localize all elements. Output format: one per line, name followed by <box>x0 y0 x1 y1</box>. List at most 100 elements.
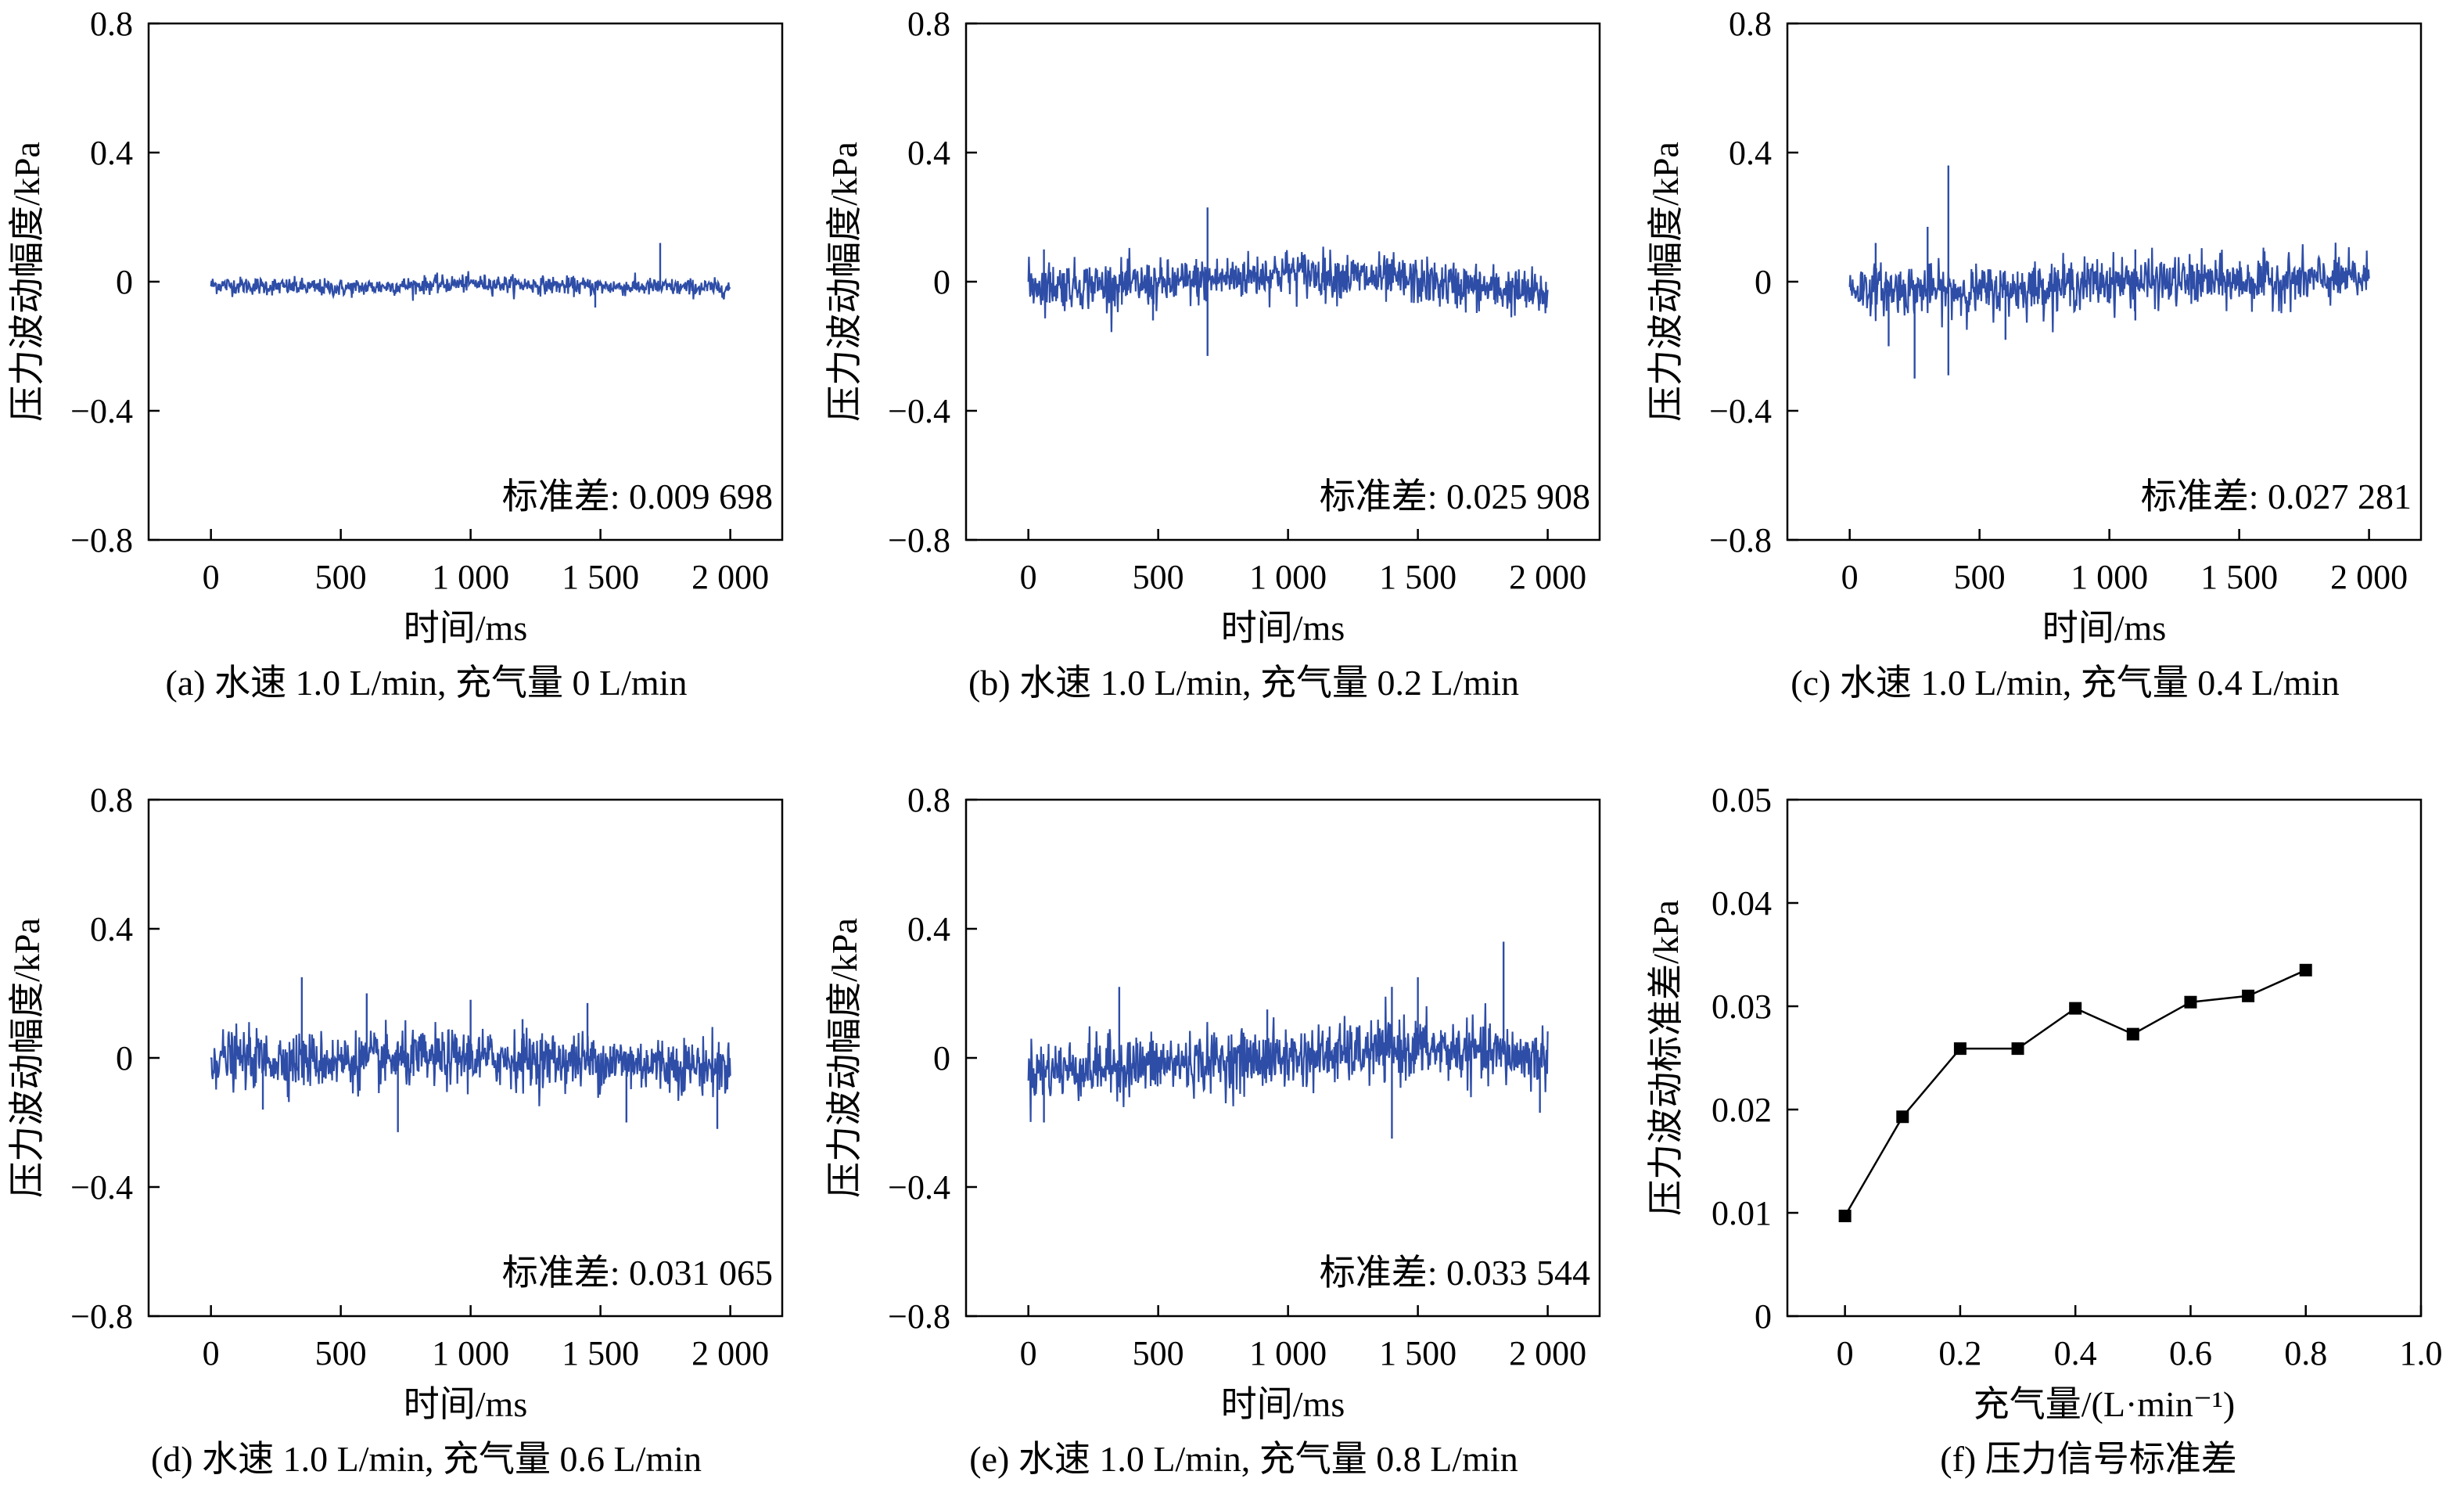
x-tick-label: 0 <box>1841 558 1859 596</box>
chart-panel-f: 0 0.01 0.02 0.03 0.04 0.05 0 0.2 0.4 0.6 0.8 1.0 充气量… <box>1646 781 2443 1479</box>
y-tick-label: −0.8 <box>1709 521 1772 559</box>
y-tick-label: 0.04 <box>1712 884 1772 923</box>
x-axis-label: 充气量/(L·min⁻¹) <box>1974 1384 2235 1424</box>
x-axis-label: 时间/ms <box>404 608 527 648</box>
x-tick-label: 1 000 <box>1249 558 1327 596</box>
std-annotation: 标准差: 0.031 065 <box>502 1253 773 1293</box>
data-point-marker <box>1838 1209 1852 1222</box>
x-tick-label: 1 500 <box>562 558 639 596</box>
x-tick-label: 2 000 <box>2330 558 2408 596</box>
y-tick-label: −0.4 <box>70 392 133 430</box>
y-tick-label: −0.4 <box>1709 392 1772 430</box>
data-point-marker <box>2126 1027 2139 1041</box>
x-axis-label: 时间/ms <box>1221 608 1345 648</box>
x-tick-label: 500 <box>1133 1334 1184 1372</box>
chart-panel-a: −0.8 −0.4 0 0.4 0.8 0 500 1 000 1 500 2 000 时间/ms 压… <box>7 5 784 703</box>
x-tick-label: 2 000 <box>1509 558 1586 596</box>
x-tick-label: 500 <box>315 558 367 596</box>
chart-panel-e: −0.8 −0.4 0 0.4 0.8 0 500 1 000 1 500 2 000 时间/ms 压… <box>824 781 1601 1479</box>
y-tick-label: −0.4 <box>888 1168 950 1207</box>
x-axis-label: 时间/ms <box>1221 1384 1345 1424</box>
y-tick-label: 0.4 <box>907 134 950 172</box>
y-tick-label: 0.02 <box>1712 1091 1772 1129</box>
x-tick-label: 0.2 <box>1938 1334 1981 1372</box>
x-tick-label: 0 <box>1837 1334 1854 1372</box>
signal-line <box>210 1020 731 1106</box>
data-point-marker <box>2069 1002 2082 1015</box>
panel-caption: (e) 水速 1.0 L/min, 充气量 0.8 L/min <box>969 1439 1518 1479</box>
y-tick-label: 0.8 <box>907 781 950 819</box>
std-annotation: 标准差: 0.027 281 <box>2141 477 2412 516</box>
y-tick-label: −0.8 <box>70 521 133 559</box>
x-tick-label: 0 <box>203 1334 220 1372</box>
y-tick-label: 0.01 <box>1712 1194 1772 1232</box>
data-point-marker <box>1953 1042 1967 1056</box>
y-tick-label: 0 <box>116 263 133 301</box>
y-tick-label: 0.8 <box>1729 5 1772 43</box>
x-tick-label: 0 <box>1020 558 1037 596</box>
signal-line <box>1027 246 1549 333</box>
x-tick-label: 500 <box>315 1334 367 1372</box>
x-tick-label: 1 000 <box>1249 1334 1327 1372</box>
x-tick-label: 1.0 <box>2400 1334 2443 1372</box>
y-axis-label: 压力波动幅度/kPa <box>7 918 47 1198</box>
plot-frame <box>1786 798 2423 1318</box>
y-tick-label: −0.8 <box>70 1297 133 1336</box>
x-tick-label: 1 500 <box>1379 558 1456 596</box>
y-tick-label: 0.8 <box>907 5 950 43</box>
x-tick-label: 500 <box>1133 558 1184 596</box>
chart-panel-c: −0.8 −0.4 0 0.4 0.8 0 500 1 000 1 500 2 000 时间/ms 压… <box>1646 5 2423 703</box>
x-tick-label: 2 000 <box>691 558 769 596</box>
x-tick-label: 1 500 <box>562 1334 639 1372</box>
x-tick-label: 0.6 <box>2169 1334 2212 1372</box>
x-tick-label: 0.8 <box>2284 1334 2327 1372</box>
x-axis-label: 时间/ms <box>404 1384 527 1424</box>
y-tick-label: 0 <box>1755 263 1772 301</box>
y-tick-label: 0.4 <box>907 910 950 948</box>
y-tick-label: −0.4 <box>888 392 950 430</box>
y-axis-label: 压力波动幅度/kPa <box>7 142 47 422</box>
panel-caption: (b) 水速 1.0 L/min, 充气量 0.2 L/min <box>968 663 1519 703</box>
y-tick-label: 0.8 <box>90 781 133 819</box>
std-annotation: 标准差: 0.025 908 <box>1320 477 1590 516</box>
y-tick-label: 0 <box>1755 1297 1772 1336</box>
y-tick-label: 0.03 <box>1712 987 1772 1026</box>
data-point-marker <box>2184 995 2197 1009</box>
x-tick-label: 500 <box>1954 558 2006 596</box>
x-tick-label: 1 000 <box>432 1334 509 1372</box>
x-tick-label: 1 500 <box>1379 1334 1456 1372</box>
x-tick-label: 0 <box>203 558 220 596</box>
y-axis-label: 压力波动幅度/kPa <box>1646 142 1686 422</box>
chart-panel-d: −0.8 −0.4 0 0.4 0.8 0 500 1 000 1 500 2 000 时间/ms 压… <box>7 781 784 1479</box>
std-annotation: 标准差: 0.009 698 <box>502 477 773 516</box>
x-tick-label: 0.4 <box>2054 1334 2097 1372</box>
y-tick-label: 0.4 <box>90 134 133 172</box>
x-tick-label: 2 000 <box>1509 1334 1586 1372</box>
data-point-marker <box>1896 1110 1909 1124</box>
y-tick-label: 0 <box>933 263 950 301</box>
x-axis-label: 时间/ms <box>2042 608 2166 648</box>
y-tick-label: −0.8 <box>888 521 950 559</box>
y-axis-label: 压力波动幅度/kPa <box>824 142 864 422</box>
x-tick-label: 1 000 <box>2071 558 2148 596</box>
panel-caption: (f) 压力信号标准差 <box>1940 1439 2236 1479</box>
panel-caption: (d) 水速 1.0 L/min, 充气量 0.6 L/min <box>151 1439 702 1479</box>
signal-line <box>1027 996 1549 1122</box>
signal-line <box>1848 243 2370 333</box>
chart-panel-b: −0.8 −0.4 0 0.4 0.8 0 500 1 000 1 500 2 000 时间/ms 压… <box>824 5 1601 703</box>
data-point-marker <box>2011 1042 2024 1056</box>
panel-caption: (c) 水速 1.0 L/min, 充气量 0.4 L/min <box>1791 663 2339 703</box>
y-axis-label: 压力波动幅度/kPa <box>824 918 864 1198</box>
data-point-marker <box>2242 989 2255 1002</box>
y-axis-label: 压力波动标准差/kPa <box>1646 900 1686 1216</box>
y-tick-label: 0.8 <box>90 5 133 43</box>
y-tick-label: 0 <box>933 1039 950 1077</box>
panel-caption: (a) 水速 1.0 L/min, 充气量 0 L/min <box>166 663 688 703</box>
y-tick-label: 0.4 <box>90 910 133 948</box>
signal-line <box>210 271 731 301</box>
x-tick-label: 1 500 <box>2200 558 2278 596</box>
y-tick-label: 0.4 <box>1729 134 1772 172</box>
data-point-marker <box>2299 963 2312 977</box>
y-tick-label: −0.8 <box>888 1297 950 1336</box>
